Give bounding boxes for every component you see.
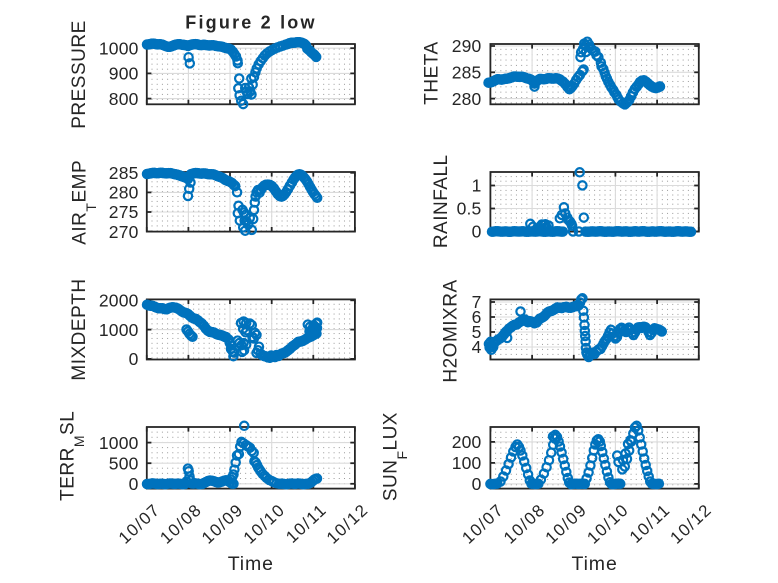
svg-text:1000: 1000 [99,38,139,58]
svg-text:1000: 1000 [99,320,139,340]
svg-text:H2OMIXRA: H2OMIXRA [441,279,462,382]
svg-text:1000: 1000 [99,433,139,453]
svg-text:290: 290 [452,36,482,56]
svg-text:Time: Time [571,553,617,575]
svg-text:Figure 2 low: Figure 2 low [185,13,316,33]
svg-text:7: 7 [472,292,482,312]
svg-text:800: 800 [109,89,139,109]
svg-text:5: 5 [472,322,482,342]
svg-text:2000: 2000 [99,291,139,311]
svg-text:4: 4 [472,337,482,357]
svg-text:900: 900 [109,64,139,84]
svg-text:6: 6 [472,307,482,327]
svg-text:200: 200 [452,432,482,452]
svg-text:0: 0 [472,474,482,494]
svg-text:0: 0 [129,474,139,494]
svg-text:1: 1 [472,176,482,196]
svg-text:100: 100 [452,453,482,473]
svg-text:500: 500 [109,453,139,473]
svg-text:Time: Time [228,553,274,575]
svg-text:280: 280 [109,183,139,203]
svg-text:0: 0 [472,222,482,242]
svg-text:280: 280 [452,89,482,109]
svg-text:MIXDEPTH: MIXDEPTH [69,278,90,380]
svg-text:THETA: THETA [422,41,443,104]
svg-text:PRESSURE: PRESSURE [69,20,90,129]
svg-text:0: 0 [129,349,139,369]
svg-text:270: 270 [109,222,139,242]
svg-text:285: 285 [109,163,139,183]
svg-text:RAINFALL: RAINFALL [431,154,452,248]
svg-text:0.5: 0.5 [457,199,482,219]
svg-text:275: 275 [109,202,139,222]
svg-text:285: 285 [452,63,482,83]
